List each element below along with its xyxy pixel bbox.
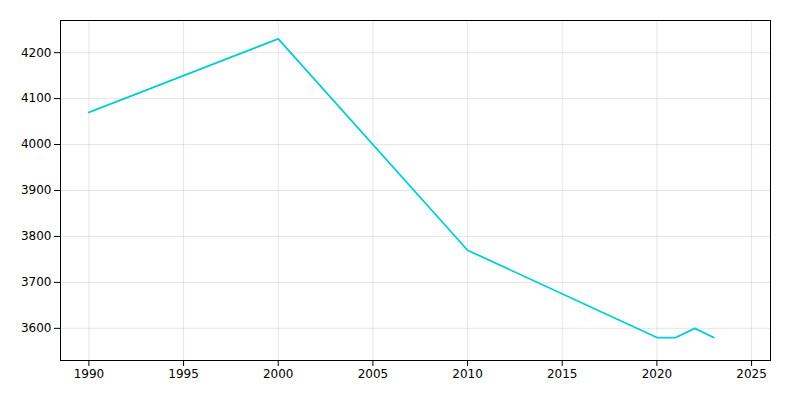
svg-text:2020: 2020 xyxy=(642,367,673,381)
svg-text:4200: 4200 xyxy=(21,46,52,60)
svg-text:2000: 2000 xyxy=(263,367,294,381)
svg-text:2015: 2015 xyxy=(547,367,578,381)
svg-text:1990: 1990 xyxy=(74,367,105,381)
svg-text:3600: 3600 xyxy=(21,321,52,335)
svg-text:4100: 4100 xyxy=(21,91,52,105)
svg-text:2025: 2025 xyxy=(736,367,767,381)
svg-text:1995: 1995 xyxy=(168,367,199,381)
svg-text:4000: 4000 xyxy=(21,137,52,151)
svg-text:3900: 3900 xyxy=(21,183,52,197)
svg-text:3800: 3800 xyxy=(21,229,52,243)
svg-text:2010: 2010 xyxy=(452,367,483,381)
svg-text:2005: 2005 xyxy=(358,367,389,381)
svg-text:3700: 3700 xyxy=(21,275,52,289)
